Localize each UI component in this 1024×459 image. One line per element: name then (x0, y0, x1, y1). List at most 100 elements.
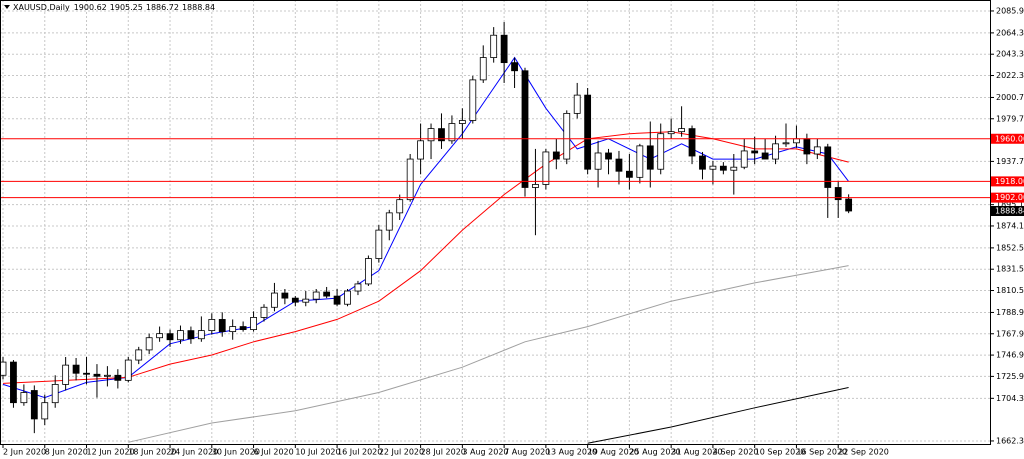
x-tick-label: 25 Aug 2020 (629, 448, 680, 457)
candle-body (260, 306, 268, 318)
candle-body (396, 199, 404, 214)
x-tick-label: 4 Sep 2020 (713, 448, 759, 457)
candle-body (479, 57, 487, 81)
menu-icon[interactable] (4, 5, 10, 9)
candle-body (782, 142, 790, 145)
candle-body (344, 290, 351, 305)
candle-body (490, 34, 498, 58)
candle-body (30, 390, 38, 420)
x-tick-label: 6 Jul 2020 (254, 448, 294, 457)
candle-body (427, 128, 435, 142)
candle-body (291, 297, 299, 303)
x-tick-label: 22 Sep 2020 (838, 448, 889, 457)
level-tag (991, 133, 1024, 144)
y-tick-label: 1746.90 (996, 351, 1024, 360)
candle-body (187, 330, 195, 340)
candle-body (20, 392, 28, 404)
y-tick-label: 2022.30 (996, 71, 1024, 80)
candle-body (678, 128, 685, 133)
candle-body (124, 359, 132, 381)
y-tick-label: 1895.10 (996, 200, 1024, 209)
y-tick-label: 2064.30 (996, 28, 1024, 37)
candle-body (761, 152, 769, 160)
x-tick-label: 31 Aug 2020 (671, 448, 722, 457)
candle-body (594, 152, 602, 170)
level-label: 1902.00 (995, 193, 1024, 202)
x-tick-label: 24 Jun 2020 (170, 448, 218, 457)
candle-body (114, 374, 122, 381)
candle-body (10, 361, 17, 404)
candle-body (469, 79, 477, 121)
candle-body (145, 337, 153, 351)
plot (0, 22, 990, 444)
x-tick-label: 8 Jun 2020 (45, 448, 88, 457)
candle-body (740, 150, 748, 168)
candle-body (803, 138, 811, 155)
candle-body (709, 165, 717, 170)
candle-body (511, 62, 518, 72)
candle-body (845, 198, 853, 212)
y-tick-label: 2085.90 (996, 6, 1024, 15)
candle-body (271, 292, 278, 308)
candle-body (156, 333, 164, 339)
moving-average (587, 387, 849, 444)
candle-body (772, 143, 779, 160)
candle-body (218, 319, 226, 333)
candle-body (250, 317, 257, 330)
candle-body (438, 128, 445, 142)
candle-body (135, 349, 143, 361)
candle-body (688, 128, 696, 157)
y-tick-label: 1979.70 (996, 114, 1024, 123)
x-tick-label: 22 Jul 2020 (379, 448, 424, 457)
close-value: 1888.84 (182, 3, 215, 12)
candle-body (573, 94, 581, 114)
high-value: 1905.25 (110, 3, 143, 12)
candle-body (793, 138, 800, 144)
candle-body (406, 158, 414, 201)
candle-body (542, 151, 550, 185)
x-tick-label: 2 Jun 2020 (3, 448, 46, 457)
candle-body (239, 326, 247, 330)
x-tick-label: 13 Aug 2020 (546, 448, 597, 457)
candle-body (208, 319, 216, 332)
y-tick-label: 2000.70 (996, 93, 1024, 102)
y-tick-label: 1788.90 (996, 308, 1024, 317)
y-tick-label: 1937.70 (996, 157, 1024, 166)
candle-body (417, 140, 425, 160)
candle-body (521, 70, 529, 188)
candle-body (813, 146, 821, 155)
candle-body (312, 291, 320, 300)
y-tick-label: 1704.30 (996, 394, 1024, 403)
candle-body (385, 212, 393, 231)
candle-body (605, 152, 612, 160)
candle-body (532, 184, 539, 188)
y-tick-label: 2043.30 (996, 50, 1024, 59)
level-label: 1960.00 (995, 134, 1024, 143)
candle-body (177, 330, 184, 341)
candle-body (636, 145, 644, 178)
x-tick-label: 16 Sep 2020 (796, 448, 847, 457)
x-tick-label: 3 Aug 2020 (462, 448, 508, 457)
candle-body (584, 94, 592, 170)
candle-body (72, 364, 80, 374)
candle-body (229, 326, 237, 333)
level-tag (991, 176, 1024, 187)
candle-body (730, 166, 738, 171)
price-label: 1888.84 (995, 206, 1024, 215)
plot-border (0, 0, 991, 445)
candle-body (563, 112, 571, 160)
moving-average (2, 56, 849, 399)
level-tag (991, 192, 1024, 203)
candle-body (657, 133, 665, 170)
candle-body (93, 373, 101, 377)
x-tick-label: 30 Jun 2020 (212, 448, 260, 457)
candle-body (699, 155, 706, 170)
candle-body (166, 333, 174, 341)
x-tick-label: 18 Jun 2020 (128, 448, 176, 457)
candle-body (0, 361, 7, 376)
candle-body (41, 402, 49, 420)
symbol: XAUUSD,Daily (13, 3, 70, 12)
